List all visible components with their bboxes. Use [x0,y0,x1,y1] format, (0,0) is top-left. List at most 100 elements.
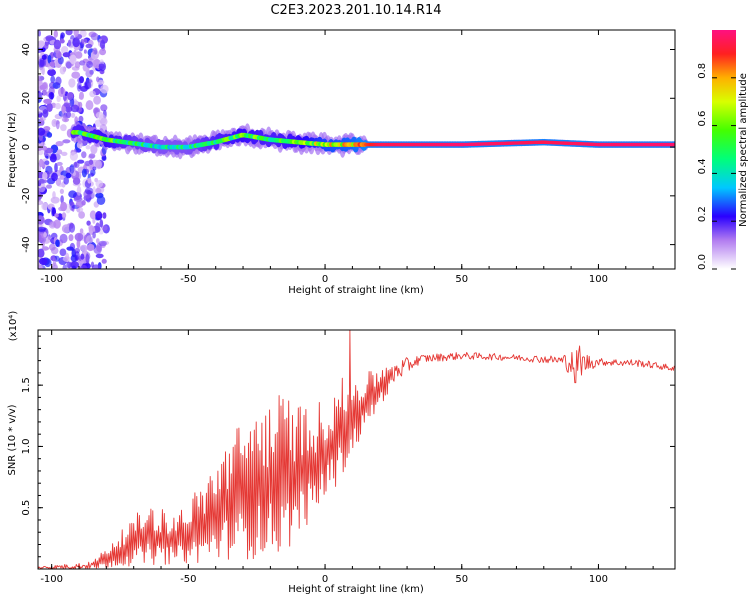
heatmap-noise-cell [60,201,68,212]
heatmap-noise-cell [61,224,71,234]
heatmap-noise-cell [91,264,101,269]
heatmap-noise-cell [74,51,83,59]
heatmap-noise-cell [100,117,108,126]
heatmap-noise-cell [99,48,107,56]
heatmap-noise-cell [95,187,102,194]
heatmap-noise-cell [51,206,55,217]
heatmap-noise-cell [65,172,72,179]
colorbar-gradient [712,30,736,269]
snr-line-content [38,330,675,569]
heatmap-noise-cell [86,235,94,244]
heatmap-noise-cell [95,211,103,221]
heatmap-noise-cell [59,233,68,244]
snr-y-axis-label: SNR (10 * v/v) [7,404,18,475]
heatmap-noise-cell [99,219,104,228]
heatmap-noise-cell [44,160,50,166]
heatmap-noise-cell [61,151,68,156]
heatmap-noise-cell [59,66,66,75]
heatmap-noise-cell [71,265,77,269]
heatmap-noise-cell [53,30,58,38]
x-tick-label: 50 [455,574,468,585]
heatmap-noise-cell [81,168,87,178]
heatmap-noise-cell [92,166,97,171]
heatmap-noise-cell [80,253,85,260]
heatmap-noise-cell [81,151,87,159]
heatmap-noise-cell [90,144,98,155]
heatmap-noise-cell [96,76,100,83]
heatmap-noise-cell [100,104,108,112]
heatmap-noise-cell [70,112,76,118]
heatmap-noise-cell [85,79,93,84]
x-tick-label: -100 [40,274,63,285]
heatmap-noise-cell [59,248,67,257]
snr-series-line [38,330,675,569]
heatmap-noise-cell [42,109,49,118]
heatmap-noise-cell [74,254,79,262]
heatmap-noise-cell [99,39,106,50]
heatmap-noise-cell [72,37,80,48]
heatmap-noise-cell [43,232,47,238]
heatmap-noise-cell [73,104,78,110]
snr-x-axis-label: Height of straight line (km) [288,584,424,595]
heatmap-noise-cell [55,50,62,59]
heatmap-noise-cell [95,111,104,119]
heatmap-noise-cell [38,162,41,173]
heatmap-noise-cell [93,95,101,105]
heatmap-noise-cell [60,195,64,204]
heatmap-noise-cell [66,246,74,251]
heatmap-noise-cell [65,30,73,36]
heatmap-noise-cell [87,177,92,184]
y-tick-label: 20 [21,92,32,105]
heatmap-noise-cell [43,98,52,104]
colorbar-tick-label: 0.4 [697,158,708,174]
heatmap-noise-cell [66,261,72,269]
heatmap-noise-cell [96,238,100,244]
heatmap-noise-cell [60,124,67,132]
heatmap-noise-cell [69,54,77,65]
heatmap-noise-cell [38,40,45,47]
heatmap-noise-cell [42,171,48,181]
heatmap-noise-cell [59,39,65,44]
heatmap-noise-cell [55,102,61,110]
heatmap-noise-cell [65,61,72,69]
heatmap-band-core [672,142,675,147]
heatmap-noise-cell [100,84,109,94]
x-tick-label: 100 [589,274,608,285]
heatmap-noise-cell [47,54,52,64]
heatmap-noise-cell [54,213,59,218]
heatmap-noise-cell [79,244,88,252]
heatmap-noise-cell [76,82,82,92]
y-tick-label: 1.0 [21,438,32,454]
heatmap-noise-cell [63,176,69,185]
heatmap-content [38,30,675,269]
heatmap-noise-cell [95,192,104,199]
snr-x-ticks: -100 -50 0 50 100 [40,330,654,585]
x-tick-label: -50 [180,274,196,285]
heatmap-noise-cell [88,159,94,165]
heatmap-noise-cell [68,190,77,198]
heatmap-noise-cell [50,246,59,255]
colorbar-tick-label: 0.6 [697,111,708,127]
heatmap-noise-cell [55,239,60,247]
heatmap-noise-cell [38,30,41,37]
heatmap-noise-cell [101,258,107,264]
heatmap-frame [37,29,676,270]
heatmap-noise-cell [55,119,60,130]
heatmap-noise-cell [50,75,56,84]
heatmap-noise-cell [92,231,96,239]
heatmap-noise-cell [95,222,100,233]
heatmap-noise-cell [38,57,47,68]
heatmap-noise-cell [62,139,71,144]
heatmap-noise-cell [101,155,107,161]
heatmap-noise-cell [68,223,76,233]
heatmap-noise-cell [49,61,56,67]
heatmap-noise-cell [98,63,105,70]
heatmap-noise-cell [77,101,83,109]
heatmap-noise-cell [38,226,46,232]
heatmap-noise-cell [61,212,67,219]
heatmap-noise-cell [76,185,82,196]
heatmap-noise-cell [61,46,69,54]
heatmap-noise-cell [92,186,96,195]
heatmap-noise-cell [68,78,76,88]
